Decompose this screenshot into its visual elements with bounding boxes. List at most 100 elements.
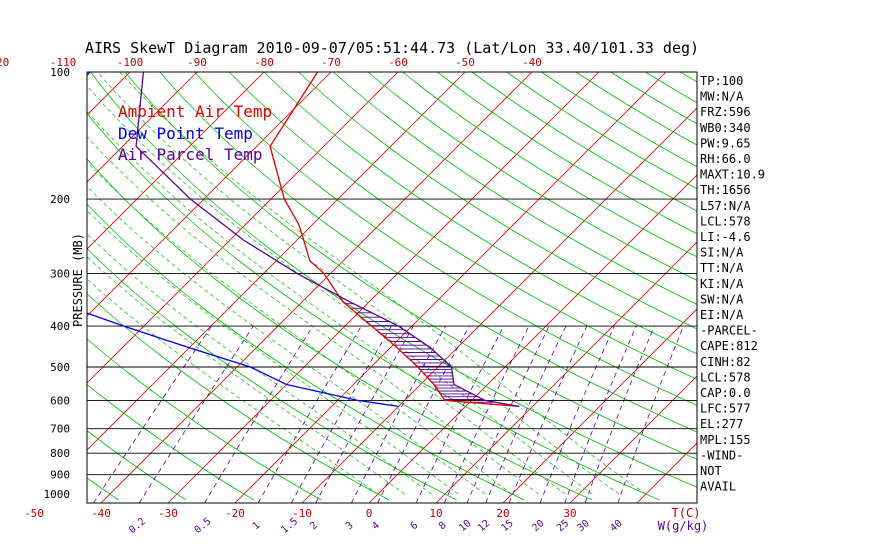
mixing-ratio-line [466, 325, 550, 503]
dry-adiabat-line [159, 72, 697, 433]
isotherm-line [87, 72, 399, 384]
bottom-temp-tick-label: -30 [158, 507, 178, 520]
dry-adiabat-line [194, 72, 697, 406]
top-temp-tick-label: -40 [522, 56, 542, 69]
pressure-tick-label: 400 [50, 320, 70, 333]
top-temp-tick-label: -110 [50, 56, 77, 69]
isotherm-line [368, 174, 697, 503]
dry-adiabat-line [471, 72, 697, 212]
top-temp-tick-label: -70 [321, 56, 341, 69]
pressure-tick-label: 500 [50, 361, 70, 374]
mixing-ratio-tick-label: 1 [251, 520, 263, 532]
isotherm-line [0, 72, 63, 503]
side-panel-item: L57:N/A [700, 199, 751, 213]
pressure-tick-label: 700 [50, 423, 70, 436]
dry-adiabat-line [0, 72, 51, 500]
isotherm-line [87, 72, 466, 451]
dry-adiabat-line [750, 72, 870, 500]
side-panel-item: TT:N/A [700, 261, 744, 275]
mixing-ratio-line [257, 325, 362, 503]
side-panel-item: -WIND- [700, 448, 743, 462]
mixing-ratio-line [415, 325, 505, 503]
side-panel-item: EL:277 [700, 417, 743, 431]
mixing-ratio-tick-label: 15 [499, 518, 515, 534]
mixing-ratio-tick-label: 4 [370, 520, 382, 532]
dry-adiabat-line [575, 72, 697, 146]
moist-adiabat-line [87, 185, 486, 495]
series-layer [87, 72, 520, 408]
bottom-temp-tick-label: 20 [496, 507, 509, 520]
side-panel-item: SI:N/A [700, 246, 744, 260]
isotherm-line [100, 72, 533, 503]
side-panel-item: MW:N/A [700, 90, 744, 104]
moist-adiabat-line [87, 256, 405, 495]
top-temp-tick-label: -120 [0, 56, 9, 69]
mixing-ratio-tick-label: 0.5 [193, 516, 214, 536]
side-panel-item: CAP:0.0 [700, 386, 751, 400]
pressure-tick-label: 200 [50, 193, 70, 206]
mixing-ratio-line [584, 325, 655, 503]
side-panel-item: SW:N/A [700, 292, 744, 306]
mixing-unit-label: W(g/kg) [658, 519, 709, 533]
moist-adiabat-line [87, 110, 566, 495]
pressure-tick-label: 1000 [44, 488, 71, 501]
moist-adiabat-line [87, 85, 593, 495]
mixing-ratio-line [315, 325, 414, 503]
moist-adiabat-line [87, 278, 379, 495]
top-temp-tick-label: -100 [117, 56, 144, 69]
top-temp-tick-label: -80 [254, 56, 274, 69]
dry-adiabat-line [87, 158, 593, 501]
pressure-axis: 100 200 300 400 500 600 700 800 900 1000 [44, 66, 71, 501]
dry-adiabat-line [645, 72, 697, 104]
bottom-temp-tick-label: -10 [292, 507, 312, 520]
bottom-temp-tick-label: -20 [225, 507, 245, 520]
side-panel-item: AVAIL [700, 480, 736, 494]
mixing-ratio-tick-label: 2 [308, 520, 320, 532]
dry-adiabat-line [333, 72, 697, 305]
mixing-ratio-line [377, 325, 470, 503]
side-panel-item: LCL:578 [700, 370, 751, 384]
bottom-temp-tick-label: 30 [563, 507, 576, 520]
side-panel-item: PW:9.65 [700, 136, 751, 150]
legend-parcel: Air Parcel Temp [118, 145, 263, 164]
side-panel-item: NOT [700, 464, 722, 478]
parcel-temp-line [135, 72, 520, 408]
mixing-ratio-tick-label: 3 [344, 520, 356, 532]
side-panel-item: LI:-4.6 [700, 230, 751, 244]
isotherm-line [87, 72, 265, 250]
top-temp-tick-label: -50 [455, 56, 475, 69]
side-panel-item: TH:1656 [700, 183, 751, 197]
isotherm-line [771, 72, 870, 503]
mixing-ratio-line [617, 325, 684, 503]
moist-adiabat-line [119, 72, 647, 495]
side-panel-item: MAXT:10.9 [700, 168, 765, 182]
mixing-ratio-tick-label: 10 [457, 518, 473, 534]
mixing-ratio-line [93, 325, 212, 503]
pressure-tick-label: 100 [50, 66, 70, 79]
mixing-ratio-line [351, 325, 446, 503]
dewpoint-temp-line [87, 72, 399, 408]
dry-adiabat-line [298, 72, 697, 330]
mixing-ratio-line [485, 325, 567, 503]
moist-adiabat-line [87, 161, 513, 495]
mixing-ratio-axis: 0.2 0.5 1 1.5 2 3 4 6 8 10 12 15 20 25 30 40 [127, 516, 624, 536]
mixing-ratio-line [443, 325, 530, 503]
bottom-temp-tick-label: -50 [24, 507, 44, 520]
dry-adiabat-line [437, 72, 697, 235]
pressure-tick-label: 600 [50, 394, 70, 407]
pressure-tick-label: 900 [50, 469, 70, 482]
moist-adiabat-line [87, 233, 432, 495]
mixing-ratio-line [290, 325, 392, 503]
bottom-temp-tick-label: -40 [91, 507, 111, 520]
y-axis-label: PRESSURE (MB) [71, 233, 85, 327]
side-panel-item: CAPE:812 [700, 339, 758, 353]
side-panel-item: TP:100 [700, 74, 743, 88]
side-panel-item: LFC:577 [700, 402, 751, 416]
mixing-ratio-line [204, 325, 314, 503]
mixing-ratio-tick-label: 30 [575, 518, 591, 534]
dry-adiabat-line [367, 72, 697, 281]
mixing-ratio-tick-label: 8 [437, 520, 449, 532]
side-panel-item: KI:N/A [700, 277, 744, 291]
mixing-ratio-tick-label: 0.2 [127, 516, 148, 536]
